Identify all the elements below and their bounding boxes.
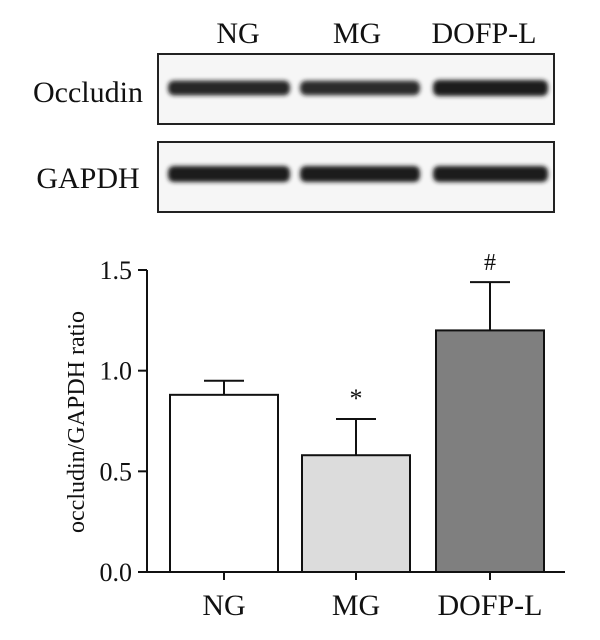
blot-row: Occludin	[33, 53, 555, 125]
lane-label: NG	[216, 17, 259, 50]
bars: *#	[169, 250, 545, 573]
significance-marker: #	[484, 250, 496, 276]
y-axis-label: occludin/GAPDH ratio	[64, 311, 90, 533]
y-tick-label: 1.0	[100, 357, 133, 386]
bar-mg	[301, 454, 411, 573]
blot-row: GAPDH	[36, 141, 555, 213]
blot-row-label: GAPDH	[36, 162, 139, 195]
blot-band	[168, 166, 290, 182]
blot-band	[300, 166, 420, 182]
bar-dofp-l	[435, 329, 545, 573]
significance-marker: *	[350, 384, 363, 413]
x-tick-label: DOFP-L	[437, 589, 542, 622]
western-blot-panel: NG MG DOFP-L Occludin GAPDH	[33, 17, 555, 213]
blot-band	[433, 166, 548, 182]
blot-band	[168, 80, 290, 96]
y-tick-label: 1.5	[100, 256, 133, 285]
y-axis: 0.0 0.5 1.0 1.5	[100, 256, 148, 587]
x-tick-label: NG	[202, 589, 245, 622]
x-tick-label: MG	[332, 589, 380, 622]
y-tick-label: 0.5	[100, 457, 133, 486]
lane-label: MG	[333, 17, 381, 50]
y-tick-label: 0.0	[100, 558, 133, 587]
blot-row-label: Occludin	[33, 76, 143, 109]
blot-band	[300, 80, 420, 96]
bar-ng	[169, 393, 279, 573]
x-axis: NG MG DOFP-L	[147, 571, 565, 622]
blot-band	[433, 80, 548, 96]
bar-chart-panel: 0.00.51.01.5 NG MG DOFP-L *# occludin/GAPD…	[64, 250, 565, 622]
lane-label: DOFP-L	[431, 17, 536, 50]
